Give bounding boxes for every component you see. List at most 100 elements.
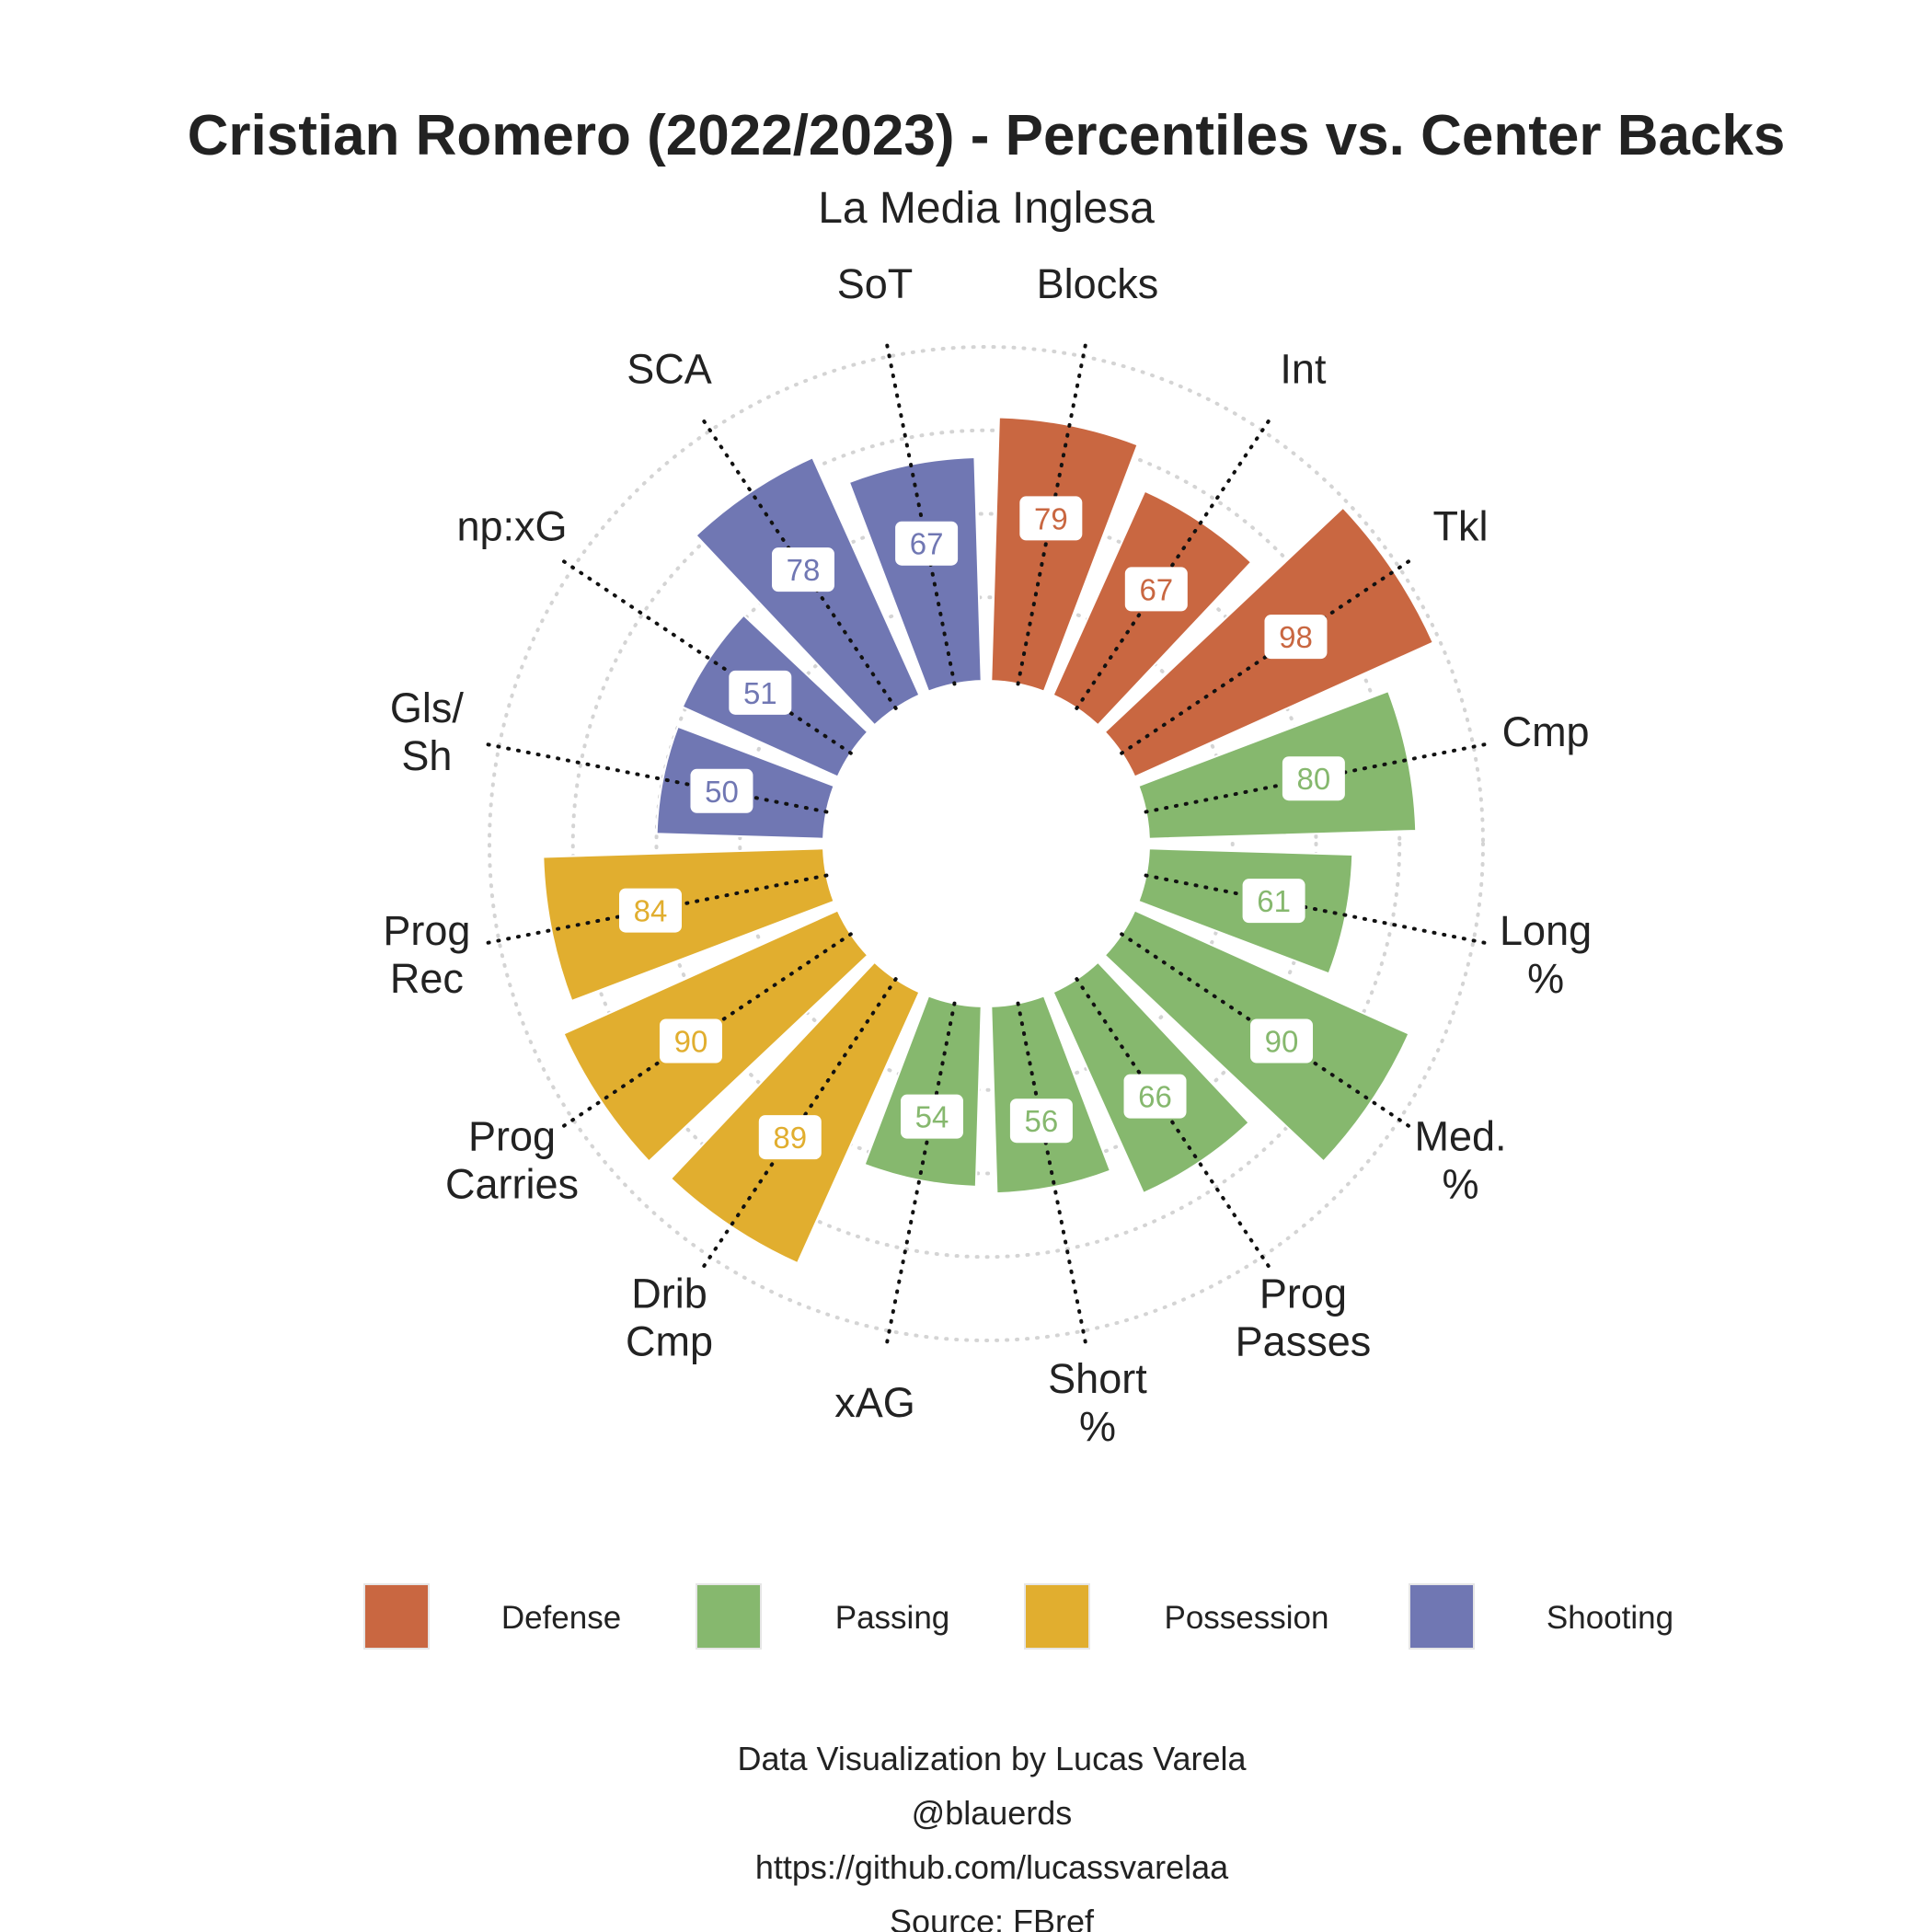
value-box <box>895 521 959 566</box>
bar-xag <box>863 995 983 1188</box>
category-label-long: Long% <box>1500 907 1592 1002</box>
value-box <box>1124 567 1188 612</box>
value-text: 79 <box>1034 501 1068 535</box>
value-box <box>1242 879 1305 924</box>
category-label-xag: xAG <box>834 1379 915 1426</box>
value-label-int: 67 <box>1124 567 1188 612</box>
grid-circle-75 <box>570 428 1402 1259</box>
guide-long <box>1144 873 1494 947</box>
value-text: 67 <box>1139 572 1173 606</box>
value-text: 89 <box>773 1121 807 1155</box>
category-label-short: Short% <box>1048 1355 1147 1450</box>
guide-tkl <box>1120 555 1417 755</box>
value-text: 90 <box>674 1024 708 1058</box>
grid-circle-100 <box>488 345 1485 1342</box>
category-label-med: Med.% <box>1414 1112 1506 1207</box>
guide-cmp <box>1144 741 1494 814</box>
category-label-blocks: Blocks <box>1037 260 1159 307</box>
bars <box>542 416 1435 1265</box>
value-label-tkl: 98 <box>1264 615 1328 660</box>
value-box <box>1009 1098 1073 1144</box>
category-label-np-xg: np:xG <box>456 503 567 550</box>
value-box <box>1019 496 1083 541</box>
value-label-med: 90 <box>1250 1018 1314 1064</box>
value-text: 54 <box>915 1100 949 1134</box>
category-label-sot: SoT <box>837 260 914 307</box>
category-label-gls-sh: Gls/Sh <box>390 684 465 779</box>
guide-drib-cmp <box>697 977 898 1274</box>
value-text: 67 <box>910 527 944 561</box>
value-box <box>900 1094 963 1139</box>
guide-blocks <box>1016 336 1089 686</box>
value-text: 50 <box>705 775 739 809</box>
value-text: 80 <box>1297 762 1331 796</box>
value-label-prog-carries: 90 <box>659 1018 722 1064</box>
value-box <box>1282 756 1345 801</box>
value-label-long: 61 <box>1242 879 1305 924</box>
value-text: 56 <box>1025 1104 1059 1138</box>
value-box <box>619 888 683 933</box>
bar-short <box>990 995 1112 1195</box>
bar-cmp <box>1137 689 1418 840</box>
value-label-cmp: 80 <box>1282 756 1345 801</box>
category-label-prog-passes: Prog Passes <box>1236 1271 1372 1365</box>
guide-sca <box>697 413 898 710</box>
guide-med <box>1120 932 1417 1133</box>
value-text: 84 <box>634 894 668 928</box>
value-box <box>690 768 753 813</box>
value-box <box>1123 1074 1187 1119</box>
value-text: 51 <box>743 676 777 710</box>
legend-swatch <box>696 1583 762 1650</box>
chart-title: Cristian Romero (2022/2023) - Percentile… <box>188 104 1786 167</box>
caption: Data Visualization by Lucas Varela @blaue… <box>738 1740 1248 1932</box>
guide-prog-carries <box>556 932 853 1133</box>
value-label-short: 56 <box>1009 1098 1073 1144</box>
value-label-blocks: 79 <box>1019 496 1083 541</box>
guide-sot <box>883 336 957 686</box>
legend: Defense Passing Possession Shooting <box>363 1583 1673 1650</box>
value-box <box>758 1115 822 1160</box>
value-text: 98 <box>1279 620 1313 654</box>
guide-int <box>1075 413 1275 710</box>
legend-label: Shooting <box>1547 1600 1673 1636</box>
value-label-xag: 54 <box>900 1094 963 1139</box>
chart-subtitle: La Media Inglesa <box>818 184 1155 233</box>
guide-lines <box>478 336 1494 1351</box>
value-box <box>771 547 834 592</box>
value-box <box>1250 1018 1314 1064</box>
value-label-np-xg: 51 <box>729 670 792 715</box>
value-box <box>659 1018 722 1064</box>
legend-item-possession: Possession <box>1024 1583 1329 1650</box>
value-label-gls-sh: 50 <box>690 768 753 813</box>
value-text: 61 <box>1257 884 1291 918</box>
legend-item-shooting: Shooting <box>1409 1583 1673 1650</box>
legend-label: Defense <box>501 1600 621 1636</box>
bar-blocks <box>990 416 1139 693</box>
value-labels: 79 67 98 80 61 90 66 56 54 89 90 84 50 51 78 67 <box>619 496 1345 1160</box>
caption-line: https://github.com/lucassvarelaa <box>755 1848 1229 1886</box>
legend-swatch <box>1024 1583 1090 1650</box>
guide-np-xg <box>556 555 853 755</box>
caption-line: @blauerds <box>912 1794 1073 1832</box>
value-label-prog-rec: 84 <box>619 888 683 933</box>
category-label-sca: SCA <box>627 345 712 392</box>
bar-prog-rec <box>542 847 835 1003</box>
category-label-int: Int <box>1280 345 1327 392</box>
value-label-sot: 67 <box>895 521 959 566</box>
legend-item-defense: Defense <box>363 1583 621 1650</box>
category-labels: Blocks Int Tkl Cmp Long % Med. % Prog Passes Short… <box>383 260 1592 1450</box>
value-box <box>729 670 792 715</box>
caption-line: Source: FBref <box>890 1903 1095 1932</box>
caption-line: Data Visualization by Lucas Varela <box>738 1740 1248 1777</box>
category-label-drib-cmp: Drib Cmp <box>626 1271 713 1365</box>
category-label-prog-carries: Prog Carries <box>445 1112 579 1207</box>
legend-swatch <box>1409 1583 1475 1650</box>
value-box <box>1264 615 1328 660</box>
value-label-prog-passes: 66 <box>1123 1074 1187 1119</box>
guide-prog-rec <box>478 873 829 947</box>
legend-item-passing: Passing <box>696 1583 949 1650</box>
guide-prog-passes <box>1075 977 1275 1274</box>
category-label-cmp: Cmp <box>1502 708 1590 755</box>
legend-swatch <box>363 1583 430 1650</box>
legend-label: Possession <box>1165 1600 1329 1636</box>
